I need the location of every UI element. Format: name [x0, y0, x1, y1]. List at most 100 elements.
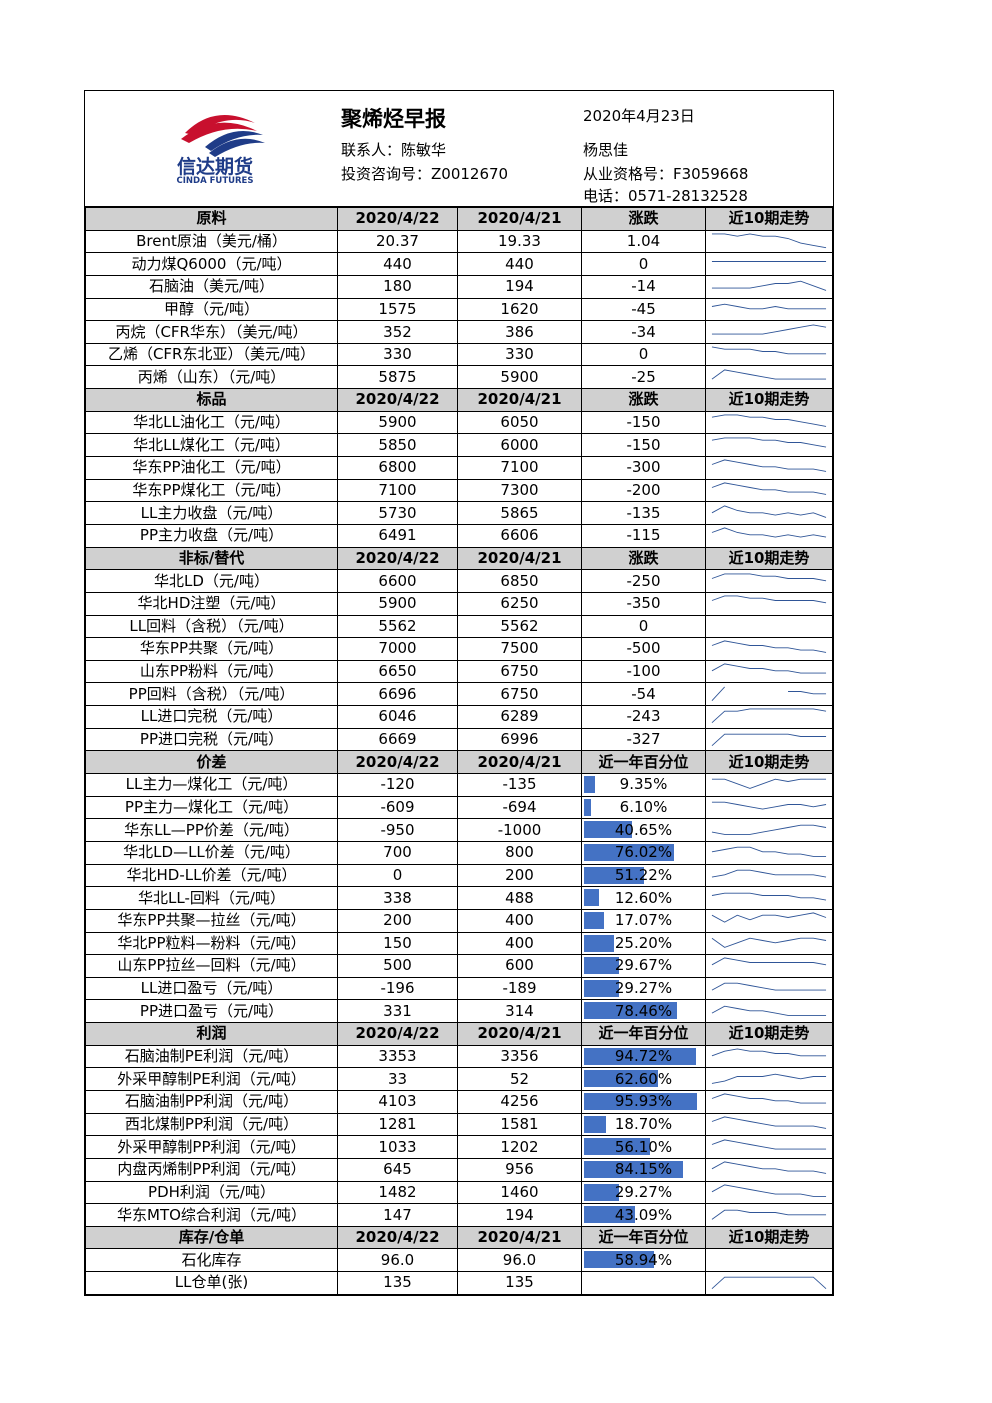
trend-sparkline	[705, 1135, 833, 1159]
trend-sparkline	[705, 1248, 833, 1273]
value-previous: 6750	[457, 659, 582, 684]
row-label: 华东PP油化工（元/吨）	[85, 456, 338, 480]
value-previous: -135	[457, 773, 582, 797]
table-row: 山东PP拉丝—回料（元/吨） 500 600 29.67%	[85, 954, 833, 978]
value-current: 7000	[337, 637, 458, 661]
sparkline-path	[711, 437, 827, 448]
percentile-bar	[584, 1047, 696, 1065]
row-label: 华东PP共聚（元/吨）	[85, 637, 338, 661]
percentile-bar	[584, 1251, 654, 1269]
percentile-value: 17.07%	[614, 911, 673, 930]
percentile-bar	[584, 1138, 650, 1156]
value-current: 331	[337, 999, 458, 1024]
sparkline-path	[711, 663, 827, 674]
column-metric: 近一年百分位	[581, 750, 706, 775]
value-current: 5850	[337, 433, 458, 458]
column-metric: 涨跌	[581, 388, 706, 412]
value-current: 96.0	[337, 1248, 458, 1273]
row-label: PP进口盈亏（元/吨）	[85, 999, 338, 1024]
row-label: PP进口完税（元/吨）	[85, 727, 338, 752]
table-row: PP进口盈亏（元/吨） 331 314 78.46%	[85, 999, 833, 1024]
value-change: -14	[581, 274, 706, 299]
sparkline-chart	[711, 1277, 827, 1290]
column-date-current: 2020/4/22	[337, 388, 458, 412]
percentile-bar	[584, 934, 614, 952]
percentile-bar	[584, 866, 644, 884]
value-previous: 5865	[457, 501, 582, 525]
row-label: 华东LL—PP价差（元/吨）	[85, 818, 338, 842]
contact-secondary-license: 从业资格号：F3059668	[583, 165, 749, 183]
table-row: PP进口完税（元/吨） 6669 6996 -327	[85, 727, 833, 752]
percentile-value: 40.65%	[614, 820, 673, 839]
value-previous: 1620	[457, 297, 582, 322]
sparkline-path	[711, 527, 827, 538]
svg-text:信达期货: 信达期货	[177, 155, 253, 178]
percentile-bar	[584, 911, 604, 929]
trend-sparkline	[705, 908, 833, 933]
row-label: 西北煤制PP利润（元/吨）	[85, 1112, 338, 1137]
value-previous: 330	[457, 342, 582, 367]
sparkline-path	[711, 459, 827, 473]
trend-sparkline	[705, 1067, 833, 1091]
table-row: 西北煤制PP利润（元/吨） 1281 1581 18.70%	[85, 1112, 833, 1137]
sparkline-chart	[711, 663, 827, 674]
percentile-value: 18.70%	[614, 1114, 673, 1133]
value-previous: 800	[457, 840, 582, 865]
value-current: -950	[337, 818, 458, 842]
value-change: -327	[581, 727, 706, 752]
trend-sparkline	[705, 1203, 833, 1227]
value-current: 150	[337, 931, 458, 956]
sparkline-path	[711, 708, 827, 724]
value-change: -115	[581, 523, 706, 548]
percentile-bar	[584, 1002, 677, 1020]
trend-sparkline	[705, 773, 833, 797]
row-label: LL主力收盘（元/吨）	[85, 501, 338, 525]
trend-sparkline	[705, 297, 833, 322]
sparkline-path	[711, 1139, 827, 1150]
value-current: 0	[337, 863, 458, 888]
trend-sparkline	[705, 1180, 833, 1205]
sparkline-path	[711, 1161, 827, 1175]
value-change: -135	[581, 501, 706, 525]
percentile-value: 95.93%	[614, 1092, 673, 1111]
sparkline-path	[711, 937, 827, 948]
value-current: 1033	[337, 1135, 458, 1159]
row-label: 华北LL油化工（元/吨）	[85, 410, 338, 435]
table-row: 石脑油（美元/吨） 180 194 -14	[85, 274, 833, 299]
value-previous: 6850	[457, 569, 582, 593]
table-row: 山东PP粉料（元/吨） 6650 6750 -100	[85, 659, 833, 684]
table-row: 外采甲醇制PE利润（元/吨） 33 52 62.60%	[85, 1067, 833, 1091]
section-title: 标品	[85, 388, 338, 412]
trend-sparkline	[705, 320, 833, 344]
sparkline-path	[711, 869, 827, 878]
row-label: LL进口完税（元/吨）	[85, 705, 338, 729]
column-date-previous: 2020/4/21	[457, 750, 582, 775]
value-previous: 6050	[457, 410, 582, 435]
table-row: 外采甲醇制PP利润（元/吨） 1033 1202 56.10%	[85, 1135, 833, 1159]
percentile-value: 43.09%	[614, 1205, 673, 1224]
value-change: -150	[581, 410, 706, 435]
value-current: -196	[337, 976, 458, 1001]
column-date-previous: 2020/4/21	[457, 546, 582, 571]
row-label: 华东PP共聚—拉丝（元/吨）	[85, 908, 338, 933]
report-date: 2020年4月23日	[583, 107, 695, 125]
value-previous: -189	[457, 976, 582, 1001]
sparkline-path	[711, 1184, 827, 1197]
value-current: 6696	[337, 682, 458, 707]
percentile-cell: 9.35%	[581, 773, 706, 797]
value-previous: 194	[457, 1203, 582, 1227]
row-label: PP主力收盘（元/吨）	[85, 523, 338, 548]
trend-sparkline	[705, 840, 833, 865]
percentile-bar	[584, 1070, 658, 1088]
value-current: 330	[337, 342, 458, 367]
table-row: 华北LL煤化工（元/吨） 5850 6000 -150	[85, 433, 833, 458]
trend-sparkline	[705, 1271, 833, 1295]
contact-phone: 电话：0571-28132528	[583, 187, 748, 205]
table-row: PP主力收盘（元/吨） 6491 6606 -115	[85, 523, 833, 548]
value-current: 5875	[337, 365, 458, 390]
percentile-cell: 6.10%	[581, 795, 706, 820]
sparkline-chart	[711, 779, 827, 790]
sparkline-path	[711, 323, 827, 335]
column-trend: 近10期走势	[705, 1022, 833, 1046]
sparkline-chart	[711, 233, 827, 249]
